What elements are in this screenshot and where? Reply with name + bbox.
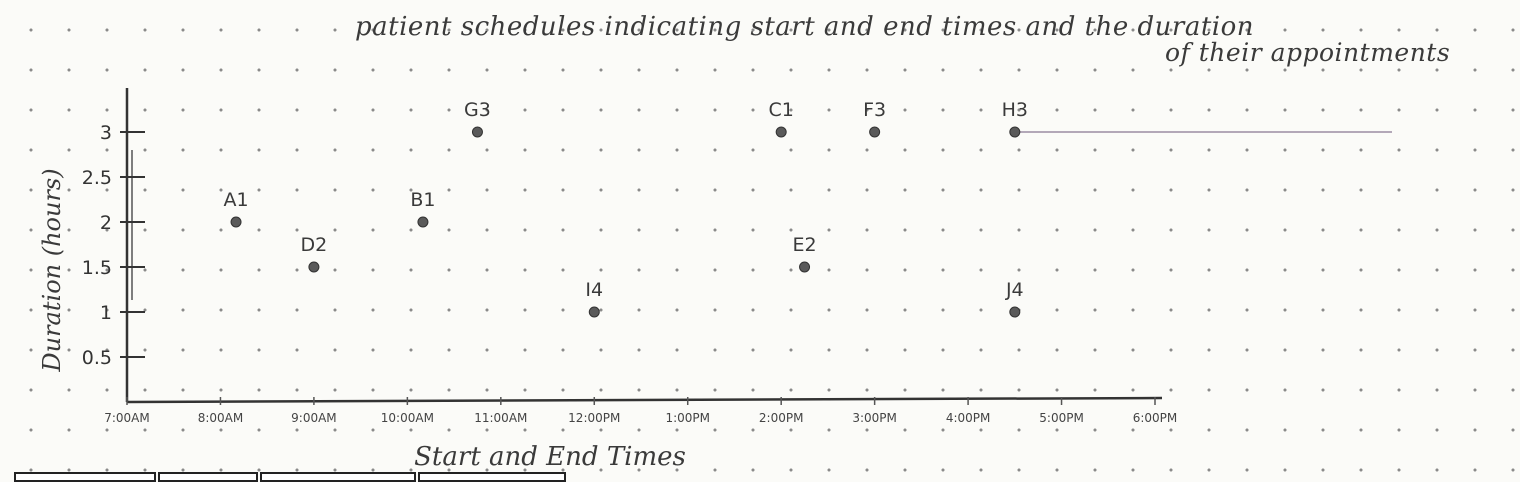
axes xyxy=(125,88,1163,404)
scatter-chart: 0.5 1 1.5 2 2.5 3 7:00AM 8:00AM 9:00AM 10:00AM 11… xyxy=(38,88,1392,470)
point-i4 xyxy=(588,306,600,318)
x-axis-label: Start and End Times xyxy=(414,442,686,470)
x-axis-line xyxy=(126,396,1163,404)
x-tick-label: 8:00AM xyxy=(198,411,244,425)
point-label: B1 xyxy=(410,189,435,211)
point-label: J4 xyxy=(1005,279,1024,301)
y-tick-label: 2 xyxy=(100,212,112,234)
y-tick-label: 0.5 xyxy=(82,347,112,369)
point-label: H3 xyxy=(1002,99,1028,121)
x-ticks: 7:00AM 8:00AM 9:00AM 10:00AM 11:00AM 12:00PM 1… xyxy=(104,397,1177,425)
point-c1 xyxy=(775,126,787,138)
x-tick-label: 7:00AM xyxy=(104,411,150,425)
x-tick-label: 9:00AM xyxy=(291,411,337,425)
toolbar-button[interactable] xyxy=(260,472,416,482)
x-tick-label: 2:00PM xyxy=(759,411,804,425)
point-label: G3 xyxy=(464,99,491,121)
x-tick-label: 4:00PM xyxy=(946,411,991,425)
y-ticks: 0.5 1 1.5 2 2.5 3 xyxy=(82,122,145,369)
point-a1 xyxy=(230,216,242,228)
point-e2 xyxy=(799,261,811,273)
point-label: E2 xyxy=(792,234,816,256)
y-tick-label: 1.5 xyxy=(82,257,112,279)
bottom-toolbar xyxy=(14,472,566,482)
toolbar-button[interactable] xyxy=(14,472,156,482)
point-h3 xyxy=(1009,126,1021,138)
point-label: D2 xyxy=(301,234,328,256)
x-tick-label: 6:00PM xyxy=(1133,411,1178,425)
title-line-2: of their appointments xyxy=(1165,38,1451,67)
y-axis-label: Duration (hours) xyxy=(38,168,66,372)
point-b1 xyxy=(417,216,429,228)
x-tick-label: 10:00AM xyxy=(381,411,434,425)
point-label: C1 xyxy=(769,99,794,121)
y-tick-label: 3 xyxy=(100,122,112,144)
data-points: A1 D2 B1 G3 I4 C1 E2 F3 H3 J4 xyxy=(223,99,1028,318)
x-tick-label: 3:00PM xyxy=(852,411,897,425)
x-tick-label: 12:00PM xyxy=(568,411,620,425)
toolbar-button[interactable] xyxy=(158,472,258,482)
y-tick-label: 2.5 xyxy=(82,167,112,189)
point-g3 xyxy=(471,126,483,138)
x-tick-label: 1:00PM xyxy=(665,411,710,425)
y-tick-label: 1 xyxy=(100,302,112,324)
chart-title: patient schedules indicating start and e… xyxy=(355,12,1505,67)
point-f3 xyxy=(869,126,881,138)
point-label: I4 xyxy=(585,279,603,301)
toolbar-button[interactable] xyxy=(418,472,566,482)
point-label: F3 xyxy=(863,99,886,121)
x-tick-label: 5:00PM xyxy=(1039,411,1084,425)
title-line-1: patient schedules indicating start and e… xyxy=(355,12,1255,42)
point-j4 xyxy=(1009,306,1021,318)
x-tick-label: 11:00AM xyxy=(474,411,527,425)
point-d2 xyxy=(308,261,320,273)
point-label: A1 xyxy=(223,189,248,211)
